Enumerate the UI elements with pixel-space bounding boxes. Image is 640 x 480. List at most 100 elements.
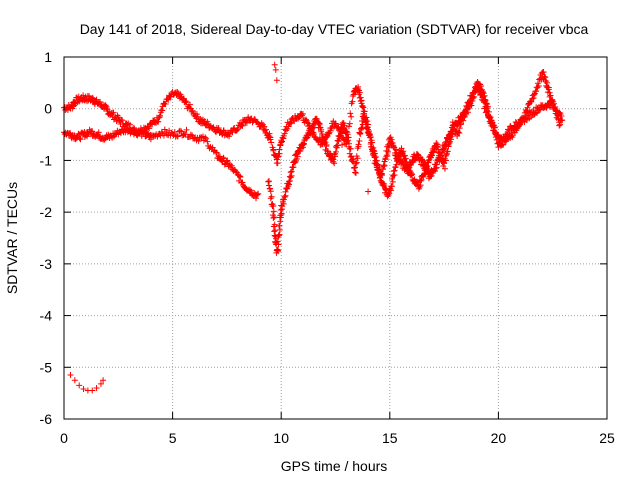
data-point xyxy=(460,117,467,124)
data-point xyxy=(431,167,438,174)
data-point xyxy=(368,139,375,146)
data-point xyxy=(173,132,180,139)
data-point xyxy=(195,138,202,145)
data-point xyxy=(354,155,361,162)
data-point xyxy=(303,135,310,142)
data-point xyxy=(433,161,440,168)
data-point xyxy=(267,136,274,143)
data-point xyxy=(95,129,102,136)
data-point xyxy=(302,116,309,123)
data-point xyxy=(163,131,170,138)
data-point xyxy=(271,61,278,68)
data-point xyxy=(371,154,378,161)
data-point xyxy=(267,195,274,202)
data-point xyxy=(267,188,274,195)
data-point xyxy=(531,91,538,98)
data-point xyxy=(89,94,96,101)
data-point xyxy=(202,134,209,141)
y-tick-label: -1 xyxy=(40,152,53,168)
data-point xyxy=(275,241,282,248)
data-point xyxy=(71,377,78,384)
data-point xyxy=(276,222,283,229)
data-point xyxy=(490,127,497,134)
y-tick-label: 1 xyxy=(44,49,52,65)
data-point xyxy=(117,130,124,137)
data-point xyxy=(363,125,370,132)
data-point xyxy=(300,141,307,148)
data-point xyxy=(408,171,415,178)
data-point xyxy=(448,131,455,138)
data-point xyxy=(370,150,377,157)
data-point xyxy=(344,138,351,145)
data-point xyxy=(441,165,448,172)
data-point xyxy=(341,124,348,131)
data-point xyxy=(74,134,81,141)
data-point xyxy=(425,159,432,166)
data-point xyxy=(428,172,435,179)
data-point xyxy=(209,144,216,151)
data-point xyxy=(270,208,277,215)
x-tick-label: 20 xyxy=(491,430,507,446)
data-point xyxy=(76,135,83,142)
data-point xyxy=(418,156,425,163)
data-point xyxy=(254,119,261,126)
data-point xyxy=(288,168,295,175)
data-point xyxy=(372,157,379,164)
data-point xyxy=(332,120,339,127)
data-point xyxy=(345,134,352,141)
data-point xyxy=(253,195,260,202)
data-point xyxy=(346,120,353,127)
data-point xyxy=(331,160,338,167)
data-point xyxy=(347,145,354,152)
plot-frame xyxy=(63,56,608,420)
y-tick-label: 0 xyxy=(44,101,52,117)
data-point xyxy=(100,377,107,384)
data-point xyxy=(550,98,557,105)
data-point xyxy=(352,160,359,167)
data-point xyxy=(162,101,169,108)
data-point xyxy=(213,149,220,156)
data-point xyxy=(448,136,455,143)
data-point xyxy=(80,386,87,393)
data-point xyxy=(557,121,564,128)
data-point xyxy=(273,77,280,84)
data-point xyxy=(466,98,473,105)
data-point xyxy=(377,172,384,179)
data-point xyxy=(310,131,317,138)
data-point xyxy=(545,86,552,93)
data-point xyxy=(147,136,154,143)
data-point xyxy=(275,232,282,239)
data-point xyxy=(521,115,528,122)
x-tick-label: 5 xyxy=(169,430,177,446)
data-point xyxy=(276,146,283,153)
data-point xyxy=(313,116,320,123)
data-point xyxy=(451,123,458,130)
data-point xyxy=(89,387,96,394)
data-point xyxy=(77,136,84,143)
data-point xyxy=(352,169,359,176)
data-point xyxy=(228,162,235,169)
data-point xyxy=(500,141,507,148)
data-point xyxy=(281,193,288,200)
data-point xyxy=(462,109,469,116)
data-point xyxy=(220,155,227,162)
data-point xyxy=(349,98,356,105)
data-point xyxy=(553,108,560,115)
data-point xyxy=(433,140,440,147)
data-point xyxy=(481,99,488,106)
data-point xyxy=(358,97,365,104)
data-point xyxy=(119,117,126,124)
data-point xyxy=(201,118,208,125)
data-point xyxy=(316,121,323,128)
data-point xyxy=(174,133,181,140)
y-axis-label: SDTVAR / TECUs xyxy=(4,182,20,294)
data-point xyxy=(186,101,193,108)
data-point xyxy=(389,178,396,185)
data-point xyxy=(523,108,530,115)
data-point xyxy=(177,91,184,98)
data-point xyxy=(533,104,540,111)
data-point xyxy=(203,135,210,142)
data-point xyxy=(127,130,134,137)
data-point xyxy=(183,99,190,106)
